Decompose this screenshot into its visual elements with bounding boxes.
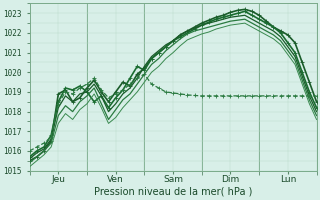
X-axis label: Pression niveau de la mer( hPa ): Pression niveau de la mer( hPa ) bbox=[94, 187, 252, 197]
